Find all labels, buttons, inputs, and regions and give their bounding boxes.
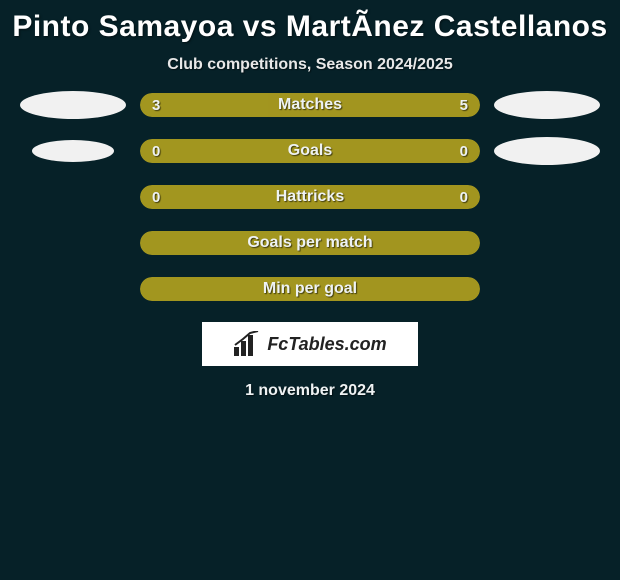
subtitle: Club competitions, Season 2024/2025 — [0, 56, 620, 74]
stat-label: Goals — [140, 139, 480, 163]
stat-bar: Goals per match — [140, 231, 480, 255]
stat-bar: 00Goals — [140, 139, 480, 163]
team-badge-left — [18, 230, 128, 256]
stat-row: 00Goals — [0, 138, 620, 164]
team-badge-right — [492, 92, 602, 118]
stat-row: 35Matches — [0, 92, 620, 118]
team-badge-left — [18, 184, 128, 210]
bars-icon — [233, 331, 261, 357]
source-badge: FcTables.com — [202, 322, 418, 366]
team-badge-left — [18, 138, 128, 164]
stat-row: Min per goal — [0, 276, 620, 302]
team-badge-right — [492, 184, 602, 210]
stat-bar: 00Hattricks — [140, 185, 480, 209]
stat-label: Matches — [140, 93, 480, 117]
team-badge-right — [492, 276, 602, 302]
date-line: 1 november 2024 — [0, 382, 620, 400]
team-ellipse-icon — [494, 91, 600, 119]
team-ellipse-icon — [32, 140, 114, 162]
stats-region: 35Matches 00Goals 00Hattricks Goals per mat… — [0, 92, 620, 302]
stat-label: Min per goal — [140, 277, 480, 301]
team-ellipse-icon — [20, 91, 126, 119]
source-badge-text: FcTables.com — [267, 334, 386, 355]
page-title: Pinto Samayoa vs MartÃnez Castellanos — [0, 6, 620, 52]
team-badge-left — [18, 92, 128, 118]
team-ellipse-icon — [494, 137, 600, 165]
team-badge-left — [18, 276, 128, 302]
stat-label: Hattricks — [140, 185, 480, 209]
stat-label: Goals per match — [140, 231, 480, 255]
stat-row: 00Hattricks — [0, 184, 620, 210]
stat-bar: Min per goal — [140, 277, 480, 301]
team-badge-right — [492, 230, 602, 256]
stat-bar: 35Matches — [140, 93, 480, 117]
stat-row: Goals per match — [0, 230, 620, 256]
team-badge-right — [492, 138, 602, 164]
